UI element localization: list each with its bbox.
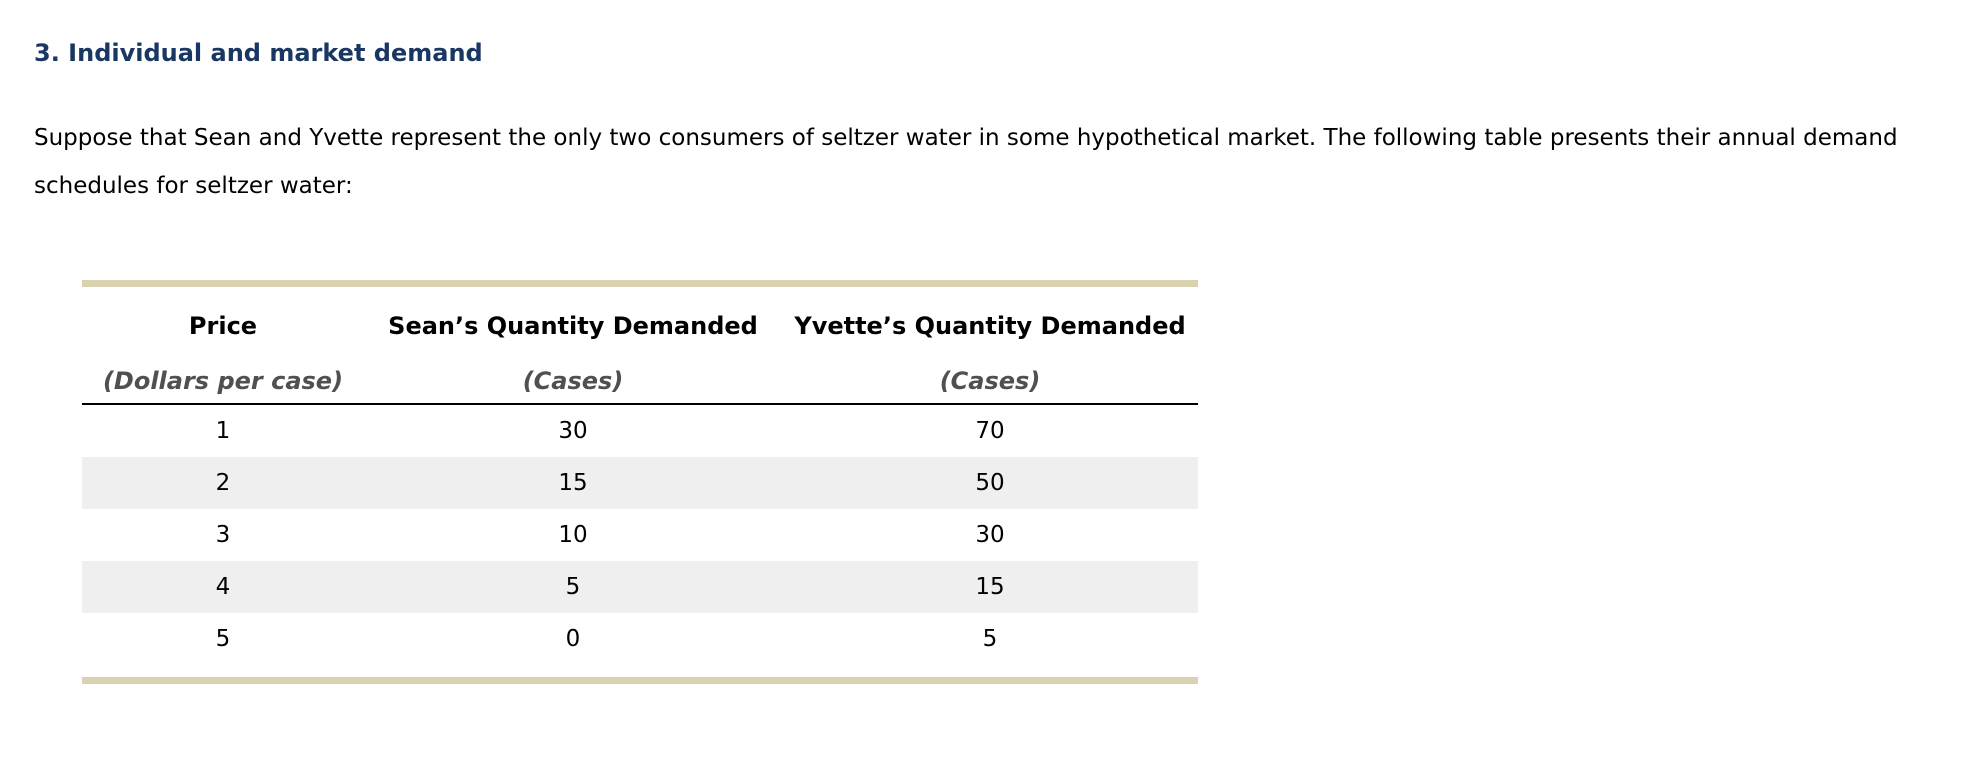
header-price-unit: (Dollars per case) <box>82 359 364 405</box>
table-bottom-spacing <box>82 665 1198 677</box>
header-yvette-title: Yvette’s Quantity Demanded <box>794 312 1186 340</box>
yvette-quantity-cell: 5 <box>982 626 998 652</box>
demand-table: Price Sean’s Quantity Demanded Yvette’s … <box>82 287 1198 665</box>
sean-quantity-cell: 10 <box>558 522 588 548</box>
table-top-rule <box>82 280 1198 287</box>
price-cell: 5 <box>215 626 231 652</box>
table-row: 4 5 15 <box>82 561 1198 613</box>
sean-quantity-cell: 5 <box>364 561 782 613</box>
yvette-quantity-cell: 30 <box>975 522 1005 548</box>
price-cell: 4 <box>82 561 364 613</box>
demand-schedule-table: Price Sean’s Quantity Demanded Yvette’s … <box>82 280 1198 684</box>
section-heading: 3. Individual and market demand <box>34 39 483 67</box>
price-cell: 3 <box>215 522 231 548</box>
header-title-row: Price Sean’s Quantity Demanded Yvette’s … <box>82 287 1198 359</box>
table-row: 5 0 5 <box>82 613 1198 665</box>
table-row: 3 10 30 <box>82 509 1198 561</box>
header-sean-unit: (Cases) <box>364 359 782 405</box>
price-cell: 2 <box>82 457 364 509</box>
yvette-quantity-cell: 50 <box>782 457 1198 509</box>
header-sean-title: Sean’s Quantity Demanded <box>388 312 758 340</box>
header-unit-row: (Dollars per case) (Cases) (Cases) <box>82 359 1198 405</box>
header-price-title: Price <box>188 312 258 340</box>
table-bottom-rule <box>82 677 1198 684</box>
header-yvette-unit: (Cases) <box>782 359 1198 405</box>
table-row: 2 15 50 <box>82 457 1198 509</box>
price-cell: 1 <box>215 418 231 444</box>
yvette-quantity-cell: 15 <box>782 561 1198 613</box>
sean-quantity-cell: 15 <box>364 457 782 509</box>
sean-quantity-cell: 30 <box>558 418 588 444</box>
table-row: 1 30 70 <box>82 404 1198 457</box>
sean-quantity-cell: 0 <box>565 626 581 652</box>
intro-paragraph: Suppose that Sean and Yvette represent t… <box>34 125 1898 199</box>
yvette-quantity-cell: 70 <box>975 418 1005 444</box>
